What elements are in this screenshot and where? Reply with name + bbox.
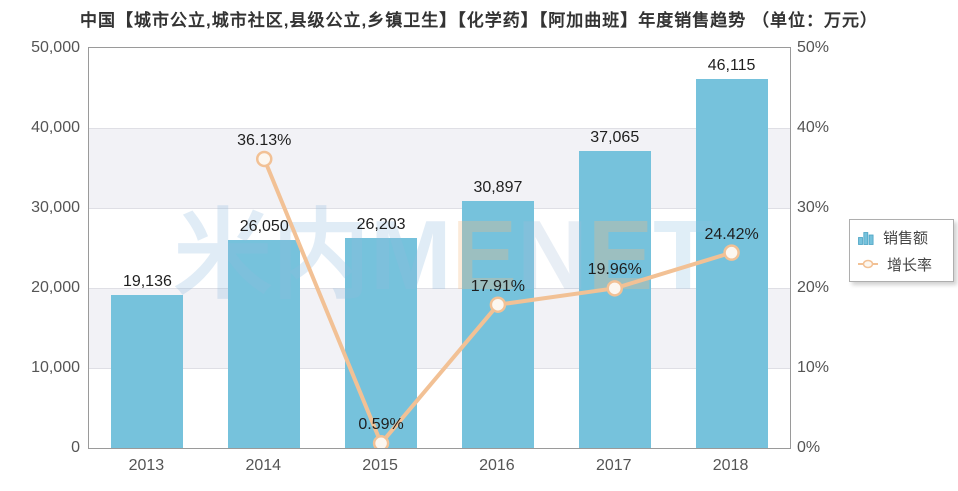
x-axis-label-2016: 2016	[479, 457, 515, 474]
x-axis-label-2017: 2017	[595, 457, 632, 474]
line-marker-icon	[858, 259, 878, 269]
bar-value-label-2018: 46,115	[707, 57, 756, 75]
legend-item-sales[interactable]: 销售额	[858, 227, 945, 248]
gridline	[89, 208, 790, 209]
bar-2014[interactable]	[228, 239, 301, 448]
growth-label-2015: 0.59%	[358, 416, 404, 434]
bar-value-label-2015: 26,203	[356, 216, 406, 234]
bar-value-label-2016: 30,897	[473, 178, 523, 196]
left-axis-tick: 20,000	[31, 279, 80, 296]
left-axis-tick: 0	[71, 439, 80, 456]
right-axis-tick: 40%	[797, 119, 830, 136]
x-axis-label-2013: 2013	[128, 457, 165, 474]
gridline	[89, 368, 790, 369]
growth-label-2017: 19.96%	[587, 261, 642, 279]
growth-line-svg	[256, 150, 740, 449]
legend: 销售额 增长率	[849, 219, 954, 282]
x-axis-label-2014: 2014	[245, 457, 282, 474]
right-axis-tick: 10%	[797, 359, 830, 376]
left-axis-tick: 10,000	[31, 359, 80, 376]
x-axis-label-2015: 2015	[362, 457, 398, 474]
left-axis-tick: 40,000	[31, 119, 80, 136]
legend-label-sales: 销售额	[883, 229, 929, 247]
right-axis-tick: 20%	[797, 279, 830, 296]
growth-label-2018: 24.42%	[704, 225, 759, 243]
gridline	[89, 288, 790, 289]
legend-item-growth[interactable]: 增长率	[858, 254, 945, 275]
line-point-2015[interactable]	[372, 435, 390, 449]
right-axis-tick: 50%	[797, 39, 830, 56]
left-axis-tick: 50,000	[31, 39, 80, 56]
growth-label-2016: 17.91%	[470, 277, 526, 295]
right-axis-tick: 0%	[797, 439, 821, 456]
bar-value-label-2017: 37,065	[590, 129, 640, 147]
bar-2016[interactable]	[461, 200, 534, 448]
line-point-2018[interactable]	[723, 244, 740, 261]
chart-title: 中国【城市公立,城市社区,县级公立,乡镇卫生】【化学药】【阿加曲班】年度销售趋势…	[80, 11, 878, 30]
bar-value-label-2013: 19,136	[122, 272, 172, 290]
bar-2013[interactable]	[111, 294, 184, 448]
line-point-2017[interactable]	[606, 280, 623, 297]
legend-label-growth: 增长率	[887, 256, 933, 274]
line-point-2014[interactable]	[256, 150, 273, 168]
bar-chart-icon	[858, 231, 874, 245]
growth-label-2014: 36.13%	[237, 131, 292, 149]
bar-value-label-2014: 26,050	[239, 217, 289, 235]
line-point-2016[interactable]	[489, 296, 507, 313]
left-axis-tick: 30,000	[31, 199, 80, 216]
x-axis-label-2018: 2018	[712, 457, 749, 474]
right-axis-tick: 30%	[797, 199, 830, 216]
bar-2018[interactable]	[695, 79, 768, 448]
gridline	[89, 128, 790, 129]
bar-2017[interactable]	[578, 151, 651, 448]
plot-area: 米内MENET 19,136 26,050 26,203 30,897 37,065 46…	[88, 47, 791, 449]
